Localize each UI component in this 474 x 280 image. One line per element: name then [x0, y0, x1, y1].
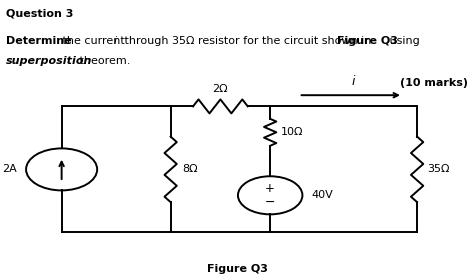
Text: 8Ω: 8Ω	[182, 164, 198, 174]
Text: Question 3: Question 3	[6, 8, 73, 18]
Text: Figure Q3: Figure Q3	[337, 36, 398, 46]
Text: the current: the current	[59, 36, 128, 46]
Text: theorem.: theorem.	[76, 56, 131, 66]
Text: i: i	[114, 36, 117, 46]
Text: Determine: Determine	[6, 36, 72, 46]
Text: using: using	[386, 36, 420, 46]
Text: Figure Q3: Figure Q3	[207, 264, 267, 274]
Text: 40V: 40V	[312, 190, 334, 200]
Text: through 35Ω resistor for the circuit shown in: through 35Ω resistor for the circuit sho…	[121, 36, 375, 46]
Text: 2A: 2A	[2, 164, 17, 174]
Text: 2Ω: 2Ω	[213, 84, 228, 94]
Text: 35Ω: 35Ω	[428, 164, 450, 174]
Text: superposition: superposition	[6, 56, 92, 66]
Text: +: +	[265, 181, 275, 195]
Text: −: −	[265, 196, 275, 209]
Text: 10Ω: 10Ω	[281, 127, 303, 137]
Text: (10 marks): (10 marks)	[400, 78, 468, 88]
Text: i: i	[351, 75, 355, 88]
